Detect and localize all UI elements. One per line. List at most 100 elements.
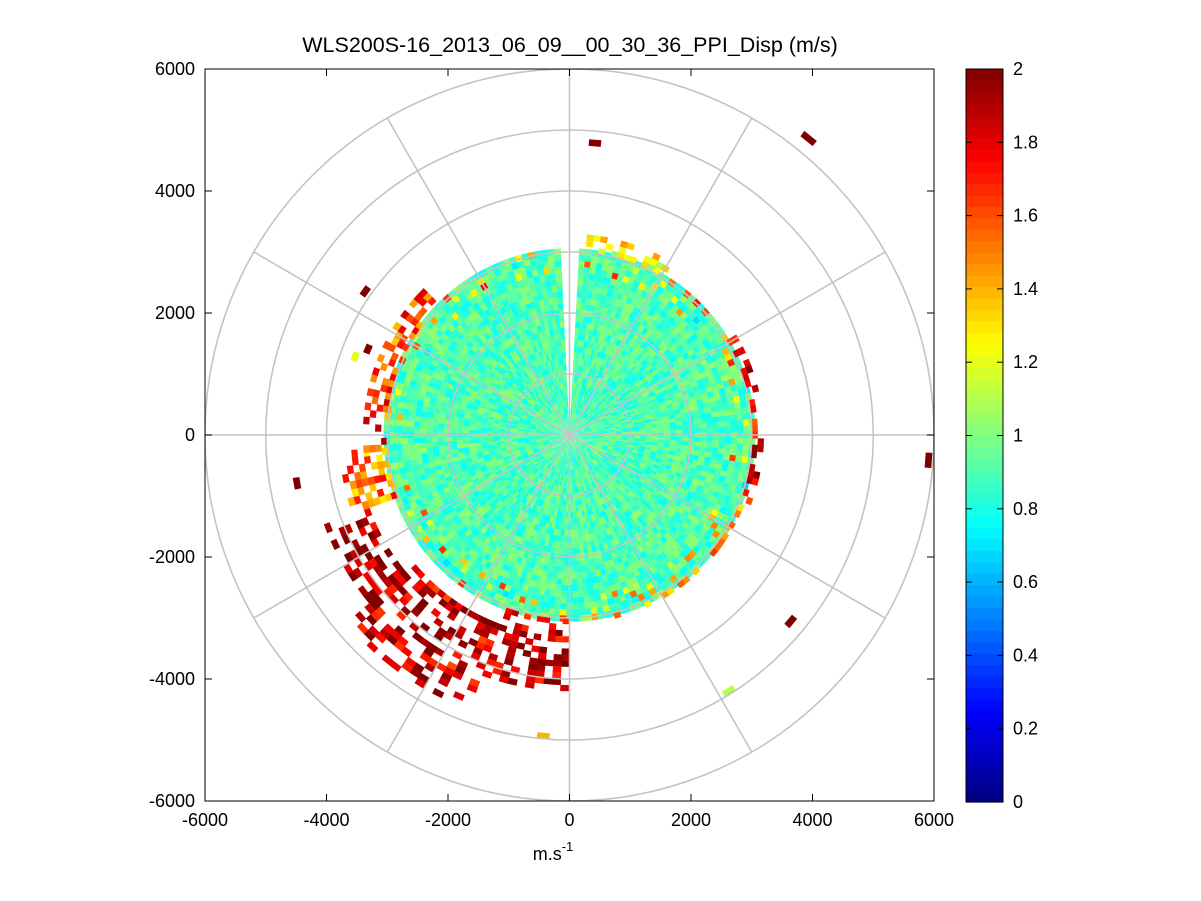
scan-cell [584, 429, 591, 432]
scan-cell [651, 439, 659, 444]
scan-cell [728, 460, 736, 468]
scan-cell [645, 424, 652, 429]
scan-cell [654, 338, 663, 347]
scan-cell [574, 395, 578, 402]
scan-cell [698, 455, 706, 462]
scan-cell [590, 426, 597, 430]
scan-cell [632, 400, 640, 406]
scan-cell [571, 603, 579, 610]
scan-cell [706, 437, 713, 444]
scan-cell [456, 436, 463, 441]
scan-cell [622, 394, 629, 401]
scan-cell [615, 430, 622, 433]
scan-cell [639, 349, 648, 357]
scan-cell [585, 430, 592, 433]
scan-cell [676, 436, 683, 442]
scan-cell [600, 339, 607, 347]
scan-cell [588, 367, 593, 374]
scan-cell [585, 435, 592, 437]
scan-cell [599, 416, 606, 421]
scan-cell [641, 319, 649, 328]
scan-cell [631, 451, 638, 457]
scan-cell [676, 344, 685, 353]
scan-cell [652, 385, 660, 393]
scan-cell [570, 499, 574, 506]
scan-cell [581, 397, 586, 404]
scan-cell [636, 372, 644, 380]
scan-cell [634, 370, 642, 377]
scan-cell [572, 394, 575, 402]
scan-cell [669, 483, 678, 490]
scan-cell [627, 380, 635, 387]
scan-cell [709, 462, 717, 470]
scan-cell [658, 436, 665, 441]
scan-cell [662, 471, 670, 478]
scan-cell [729, 408, 737, 417]
scan-cell [591, 414, 598, 419]
scan-cell [596, 426, 603, 429]
scan-cell [596, 391, 602, 399]
scan-cell [652, 363, 661, 371]
scan-cell [589, 261, 598, 269]
scan-cell [578, 438, 585, 441]
scan-cell [572, 413, 574, 420]
scan-cell [583, 413, 588, 419]
scan-cell [659, 373, 667, 381]
scan-cell [705, 412, 712, 419]
scan-cell [633, 351, 641, 359]
scan-cell [602, 425, 609, 429]
scan-cell [621, 350, 628, 358]
scan-cell [597, 453, 604, 459]
scan-cell [640, 460, 648, 466]
scan-cell [613, 462, 620, 468]
scan-cell [601, 352, 608, 360]
scan-cell [612, 463, 619, 469]
scan-cell [578, 429, 585, 432]
scan-cell [624, 344, 632, 353]
scan-cell [570, 419, 572, 426]
scan-cell [635, 381, 643, 388]
scan-cell [682, 424, 689, 430]
scan-cell [594, 398, 601, 405]
scan-cell [644, 467, 652, 474]
scan-cell [657, 420, 664, 425]
scan-cell [670, 429, 677, 434]
scan-cell [631, 414, 638, 419]
scan-cell [623, 376, 631, 383]
scan-cell [573, 407, 576, 414]
scan-cell [602, 427, 610, 430]
scan-cell [615, 339, 622, 347]
scan-cell [617, 378, 624, 386]
scan-cell [605, 450, 613, 455]
scan-cell [578, 427, 584, 431]
scan-cell [587, 447, 593, 452]
scan-cell [647, 367, 656, 375]
scan-cell [578, 430, 585, 433]
scan-cell [586, 407, 592, 414]
scan-cell [700, 437, 707, 443]
scan-cell [598, 344, 604, 352]
scan-cell [580, 297, 587, 305]
scan-cell [711, 452, 718, 460]
scan-cell [635, 407, 643, 413]
scan-cell [618, 452, 625, 457]
scan-cell [590, 428, 598, 431]
scan-cell [667, 473, 676, 480]
scan-cell [647, 459, 655, 465]
scan-cell [606, 448, 614, 452]
scan-cell [584, 414, 590, 420]
scan-cell [578, 416, 583, 423]
scan-cell [591, 396, 597, 403]
scan-cell [643, 383, 652, 390]
scan-cell [681, 444, 689, 451]
scan-cell [588, 273, 596, 281]
scan-cell [588, 380, 593, 387]
scan-cell [572, 419, 575, 426]
scan-cell [582, 412, 588, 418]
scan-cell [606, 403, 613, 409]
scan-cell [585, 415, 591, 421]
scan-cell [432, 436, 439, 443]
scan-cell [601, 263, 610, 272]
scan-cell [710, 406, 718, 414]
scan-cell [622, 384, 630, 391]
